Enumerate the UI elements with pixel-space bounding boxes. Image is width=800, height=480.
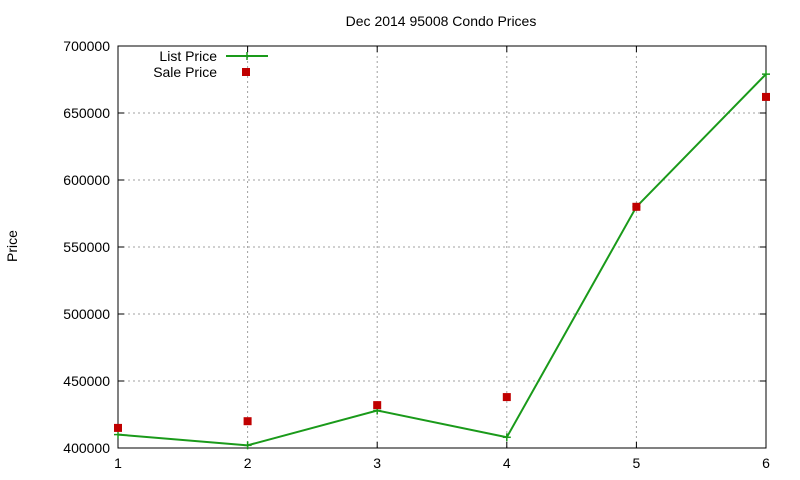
data-point-plus <box>502 433 511 442</box>
grid-lines <box>118 46 766 448</box>
chart-title: Dec 2014 95008 Condo Prices <box>346 13 537 29</box>
y-tick-label: 500000 <box>63 306 110 322</box>
y-tick-label: 700000 <box>63 38 110 54</box>
data-point-plus <box>762 70 770 79</box>
y-tick-label: 600000 <box>63 172 110 188</box>
x-tick-label: 4 <box>503 455 511 471</box>
legend-swatch-plus <box>243 52 251 60</box>
data-point-square <box>243 417 252 426</box>
legend-label: List Price <box>159 48 217 64</box>
x-axis-tick-labels: 1 2 3 4 5 6 <box>114 455 770 471</box>
series-list-price <box>114 70 770 450</box>
data-point-square <box>114 423 122 432</box>
legend-swatch-square <box>242 68 250 76</box>
axis-ticks <box>117 45 767 449</box>
series-sale-price <box>114 92 770 432</box>
x-tick-label: 1 <box>114 455 122 471</box>
x-tick-label: 6 <box>762 455 770 471</box>
x-tick-label: 3 <box>373 455 381 471</box>
legend-label: Sale Price <box>153 64 217 80</box>
y-tick-label: 550000 <box>63 239 110 255</box>
data-point-plus <box>114 430 122 439</box>
x-tick-label: 2 <box>244 455 252 471</box>
data-point-square <box>502 393 511 402</box>
data-point-square <box>762 92 770 101</box>
y-axis-label: Price <box>4 230 20 262</box>
series-line <box>117 73 767 447</box>
data-point-square <box>373 401 382 410</box>
data-point-square <box>632 202 641 211</box>
y-axis-tick-labels: 400000 450000 500000 550000 600000 650000 7000… <box>63 38 110 456</box>
y-tick-label: 400000 <box>63 440 110 456</box>
data-point-plus <box>243 441 252 450</box>
data-series <box>114 70 770 450</box>
y-tick-label: 450000 <box>63 373 110 389</box>
x-tick-label: 5 <box>633 455 641 471</box>
y-tick-label: 650000 <box>63 105 110 121</box>
